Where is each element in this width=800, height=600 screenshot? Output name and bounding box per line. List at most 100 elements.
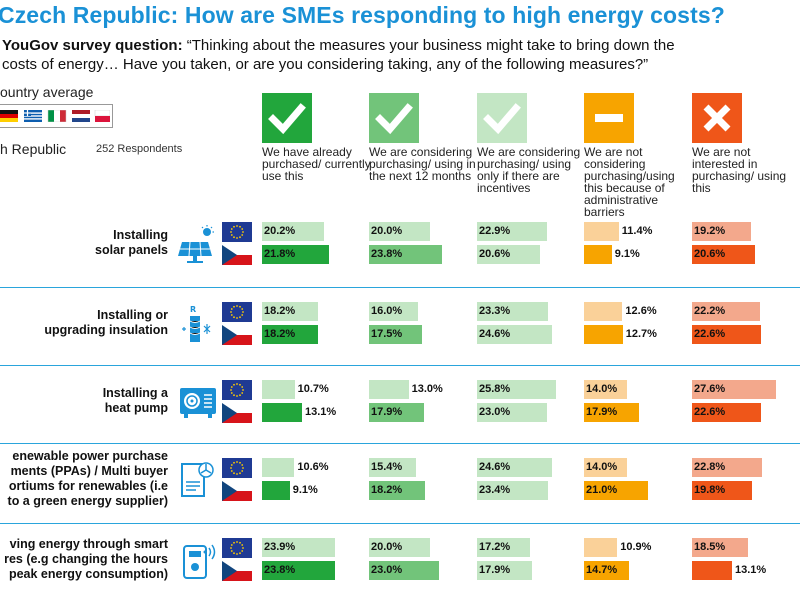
legend-average-label: ountry average [0,84,94,100]
bar-czech-row2-col2 [369,325,423,344]
legend-flags [0,110,110,122]
chart-subtitle: YouGov survey question: “Thinking about … [2,36,800,74]
bar-average-row3-col5 [692,380,777,399]
value-label: 12.7% [625,328,657,340]
bar-average-row5-col4 [584,538,618,557]
solar-panel-icon [178,224,218,269]
bar-czech-row5-col5 [692,561,732,580]
column-3-check-icon [477,93,527,143]
row-2-label: Installing or upgrading insulation [44,308,168,338]
value-label: 20.6% [479,248,511,260]
bar-czech-row5-col2 [369,561,440,580]
value-label: 11.4% [621,225,653,237]
value-label: 18.2% [371,484,403,496]
row-3-label: Installing a heat pump [103,386,168,416]
bar-czech-row4-col5 [692,481,753,500]
bar-average-row3-col4 [584,380,627,399]
row-4-label-line: ments (PPAs) / Multi buyer [10,464,168,478]
value-label: 18.2% [264,305,296,317]
value-label: 13.1% [304,406,337,418]
value-label: 14.7% [586,564,618,576]
bar-average-row4-col4 [584,458,627,477]
value-label: 23.8% [371,248,403,260]
value-label: 24.6% [479,461,511,473]
subtitle-question-line1: “Thinking about the measures your busine… [182,37,675,54]
row-3-label-line: heat pump [104,401,168,415]
heat-pump-icon [178,382,218,427]
row-3-label-line: Installing a [102,386,168,400]
column-2-label: We are considering purchasing/ using in … [369,145,476,183]
value-label: 27.6% [694,383,726,395]
legend-bracket [0,104,113,128]
eu-flag-icon [222,538,252,558]
respondents-count: 252 Respondents [96,143,183,155]
row-5-label-line: res (e.g changing the hours [4,551,168,566]
bar-czech-row1-col5 [692,245,755,264]
bar-average-row1-col1 [262,222,324,241]
row-1-label-line: solar panels [95,243,168,257]
netherlands-flag-icon [72,110,90,122]
bar-czech-row5-col1 [262,561,335,580]
czech-flag-icon [222,403,252,423]
row-1-label-line: Installing [113,228,168,242]
row-4-label-line: ortiums for renewables (i.e [8,479,168,493]
value-label: 19.8% [694,484,726,496]
bar-average-row5-col1 [262,538,335,557]
value-label: 19.2% [694,225,726,237]
value-label: 20.2% [264,225,296,237]
value-label: 10.9% [620,541,652,553]
bar-czech-row2-col5 [692,325,761,344]
bar-average-row3-col3 [477,380,556,399]
ppa-contract-icon [178,460,218,505]
bar-average-row5-col2 [369,538,430,557]
row-4-label: enewable power purchase ments (PPAs) / Mu… [8,449,168,509]
subtitle-question-line2: costs of energy… Have you taken, or are … [2,56,649,73]
value-label: 22.6% [694,406,726,418]
bar-czech-row2-col1 [262,325,318,344]
bar-average-row2-col4 [584,302,623,321]
row-5-label-line: ving energy through smart [9,536,168,551]
column-1-label: We have already purchased/ currently use… [262,145,371,183]
value-label: 21.0% [586,484,618,496]
bar-average-row3-col1 [262,380,295,399]
eu-flag-icon [222,302,252,322]
subtitle-prefix: YouGov survey question: [2,37,183,54]
row-separator [0,523,800,524]
column-2-check-icon [369,93,419,143]
bar-czech-row3-col2 [369,403,424,422]
bar-average-row2-col3 [477,302,549,321]
eu-flag-icon [222,380,252,400]
svg-text:R: R [190,305,196,314]
bar-average-row1-col5 [692,222,751,241]
value-label: 10.7% [297,383,329,395]
insulation-icon: R [178,304,218,349]
czech-flag-icon [222,561,252,581]
bar-average-row4-col2 [369,458,416,477]
row-5-label-line: peak energy consumption) [8,566,168,581]
czech-flag-icon [222,325,252,345]
value-label: 16.0% [371,305,403,317]
bar-average-row3-col2 [369,380,409,399]
value-label: 13.1% [734,564,767,576]
bar-czech-row4-col2 [369,481,425,500]
bar-czech-row4-col1 [262,481,290,500]
value-label: 18.5% [694,541,726,553]
bar-czech-row2-col3 [477,325,552,344]
bar-average-row2-col2 [369,302,418,321]
value-label: 24.6% [479,328,511,340]
bar-czech-row3-col4 [584,403,639,422]
bar-czech-row1-col3 [477,245,540,264]
column-5-cross-icon [692,93,742,143]
legend-country-label: h Republic [0,141,67,157]
value-label: 12.6% [625,305,657,317]
value-label: 17.9% [371,406,403,418]
bar-average-row1-col4 [584,222,619,241]
row-4-label-line: enewable power purchase [12,449,168,463]
value-label: 20.0% [371,541,403,553]
value-label: 22.6% [694,328,726,340]
column-3-label: We are considering purchasing/ using onl… [477,145,581,195]
row-separator [0,287,800,288]
value-label: 13.0% [411,383,443,395]
eu-flag-icon [222,458,252,478]
value-label: 17.9% [586,406,618,418]
